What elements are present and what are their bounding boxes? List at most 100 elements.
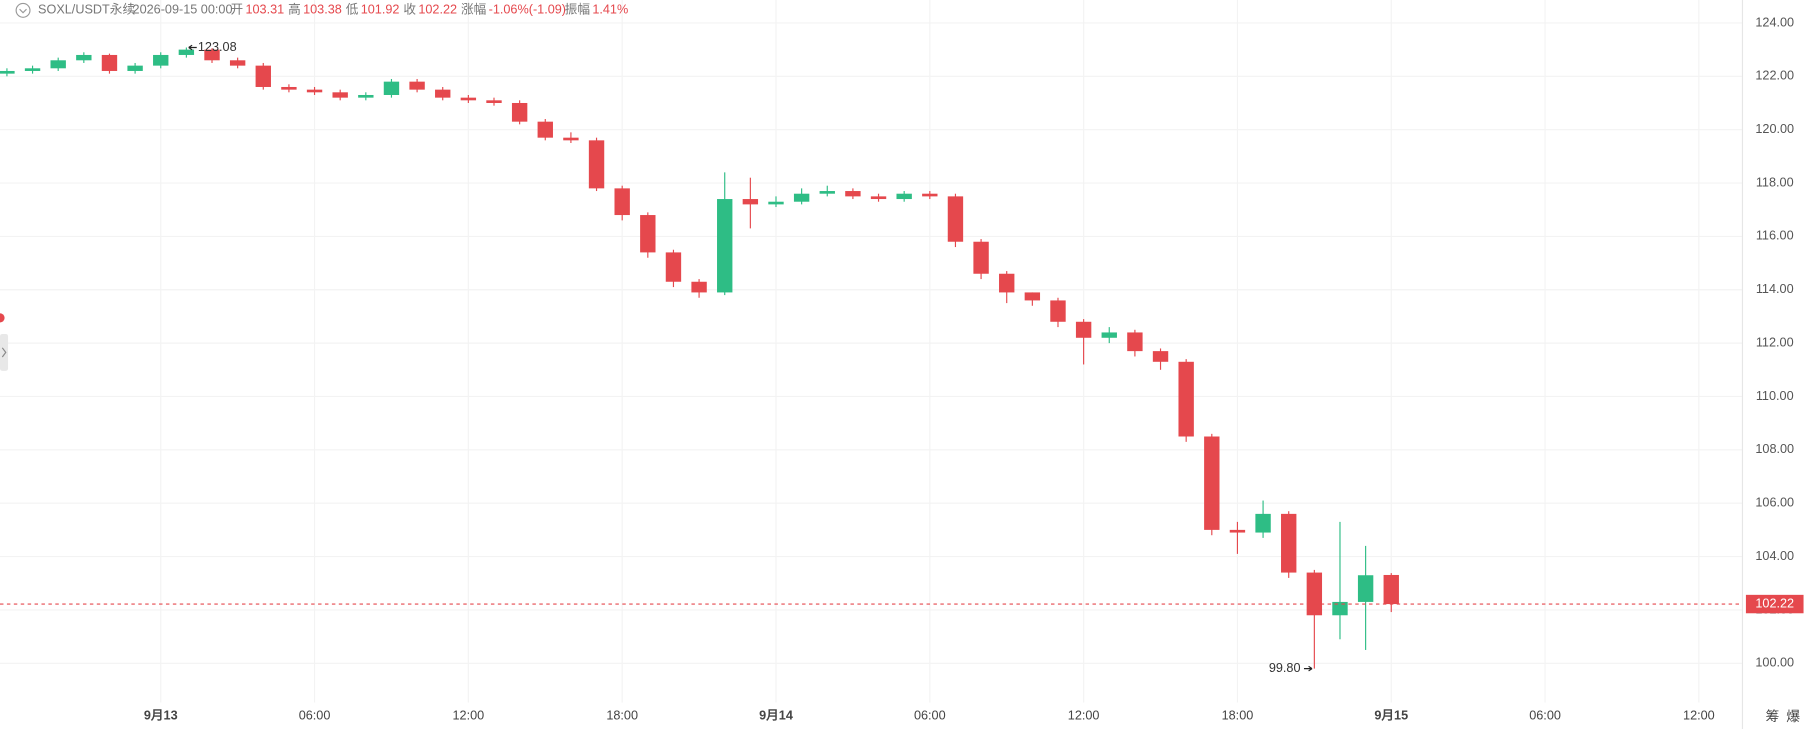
candle-body bbox=[870, 196, 887, 200]
candle-body bbox=[204, 49, 220, 61]
candle-body bbox=[1204, 436, 1220, 530]
candle-body bbox=[922, 193, 938, 197]
x-tick-label: 12:00 bbox=[1683, 709, 1715, 723]
candle-body bbox=[1255, 513, 1271, 533]
candle-body bbox=[281, 86, 297, 90]
candle-body bbox=[76, 54, 92, 61]
x-tick-label: 12:00 bbox=[453, 709, 485, 723]
candle-body bbox=[768, 201, 784, 205]
x-tick-label: 06:00 bbox=[299, 709, 331, 723]
candle-body bbox=[1332, 601, 1348, 616]
y-tick-label: 108.00 bbox=[1755, 442, 1794, 456]
candle-body bbox=[537, 121, 553, 138]
x-tick-label: 9月13 bbox=[144, 709, 178, 723]
candle-body bbox=[742, 199, 759, 205]
candle-body bbox=[588, 140, 605, 189]
liquidation-button[interactable]: 爆 bbox=[1786, 708, 1800, 724]
candle-body bbox=[1127, 332, 1143, 352]
candle-body bbox=[1281, 513, 1297, 573]
candle-body bbox=[563, 137, 579, 141]
candle-body bbox=[409, 81, 425, 90]
candle-body bbox=[127, 65, 143, 71]
candle-body bbox=[511, 102, 528, 122]
bar-time: 2026-09-15 00:00 bbox=[133, 3, 233, 17]
last-price-tag bbox=[1745, 594, 1804, 614]
low-value: 101.92 bbox=[361, 3, 400, 17]
change-label: 涨幅 bbox=[461, 3, 487, 17]
y-tick-label: 118.00 bbox=[1756, 175, 1794, 189]
max-label: 123.08 bbox=[198, 40, 237, 54]
candle-body bbox=[460, 97, 477, 101]
candle-body bbox=[435, 89, 451, 98]
y-tick-label: 124.00 bbox=[1755, 15, 1794, 29]
candle-body bbox=[717, 199, 733, 293]
open-label: 开 bbox=[230, 3, 243, 17]
candle-body bbox=[1178, 361, 1194, 437]
last-price-label: 102.22 bbox=[1755, 596, 1794, 610]
change-value: -1.06%(-1.09) bbox=[489, 3, 566, 17]
chip-button[interactable]: 筹 bbox=[1766, 708, 1780, 724]
close-label: 收 bbox=[403, 3, 416, 17]
min-arrow bbox=[1303, 665, 1313, 672]
y-tick-label: 116.00 bbox=[1756, 229, 1794, 243]
symbol: SOXL/USDT永续 bbox=[38, 3, 135, 17]
candle-body bbox=[973, 241, 989, 274]
x-tick-label: 06:00 bbox=[1529, 709, 1561, 723]
high-label: 高 bbox=[288, 2, 301, 17]
candle-body bbox=[178, 49, 195, 55]
candle-body bbox=[1383, 574, 1399, 605]
collapse-icon[interactable] bbox=[15, 2, 31, 18]
overlay: 102.22 123.08 99.80 bbox=[0, 40, 1804, 675]
candle-body bbox=[640, 215, 656, 253]
x-tick-label: 9月15 bbox=[1374, 709, 1408, 723]
candle-body bbox=[614, 188, 630, 216]
x-tick-label: 06:00 bbox=[914, 709, 946, 723]
candle-body bbox=[896, 193, 912, 200]
y-tick-label: 104.00 bbox=[1755, 549, 1794, 563]
alert-marker[interactable] bbox=[0, 313, 5, 323]
low-label: 低 bbox=[346, 3, 359, 17]
y-tick-label: 112.00 bbox=[1756, 335, 1794, 349]
candle-body bbox=[383, 81, 400, 95]
y-tick-label: 120.00 bbox=[1755, 122, 1794, 136]
candle-body bbox=[845, 191, 861, 197]
x-tick-label: 18:00 bbox=[606, 709, 638, 723]
candle-body bbox=[947, 196, 964, 242]
candle-body bbox=[255, 65, 271, 87]
amplitude-label: 振幅 bbox=[565, 3, 591, 17]
candle-body bbox=[819, 191, 835, 194]
candle-body bbox=[1075, 321, 1092, 338]
y-tick-label: 106.00 bbox=[1755, 496, 1794, 510]
candle-body bbox=[50, 60, 66, 69]
candle-body bbox=[1101, 332, 1117, 338]
collapse-chevron bbox=[19, 8, 27, 14]
candle-body bbox=[332, 92, 348, 98]
side-handle-arrow bbox=[1, 347, 7, 358]
y-tick-label: 110.00 bbox=[1756, 389, 1794, 403]
x-tick-label: 18:00 bbox=[1222, 709, 1254, 723]
x-tick-label: 9月14 bbox=[759, 709, 793, 723]
y-tick-label: 114.00 bbox=[1756, 282, 1794, 296]
candle-body bbox=[665, 252, 682, 282]
candle-body bbox=[0, 70, 15, 74]
candle-body bbox=[306, 89, 323, 93]
candle-body bbox=[1229, 529, 1246, 533]
candle-body bbox=[24, 68, 41, 71]
candle-body bbox=[101, 54, 118, 71]
open-value: 103.31 bbox=[245, 3, 284, 17]
side-handle[interactable] bbox=[0, 333, 9, 371]
close-value: 102.22 bbox=[418, 3, 457, 17]
max-arrow bbox=[188, 44, 197, 51]
candle-body bbox=[229, 60, 246, 66]
min-label: 99.80 bbox=[1269, 661, 1301, 675]
candles bbox=[0, 47, 1399, 669]
candle-body bbox=[486, 100, 502, 103]
candle-body bbox=[1050, 300, 1066, 322]
amplitude-value: 1.41% bbox=[592, 3, 628, 17]
y-tick-label: 100.00 bbox=[1755, 656, 1794, 670]
high-value: 103.38 bbox=[303, 3, 342, 17]
